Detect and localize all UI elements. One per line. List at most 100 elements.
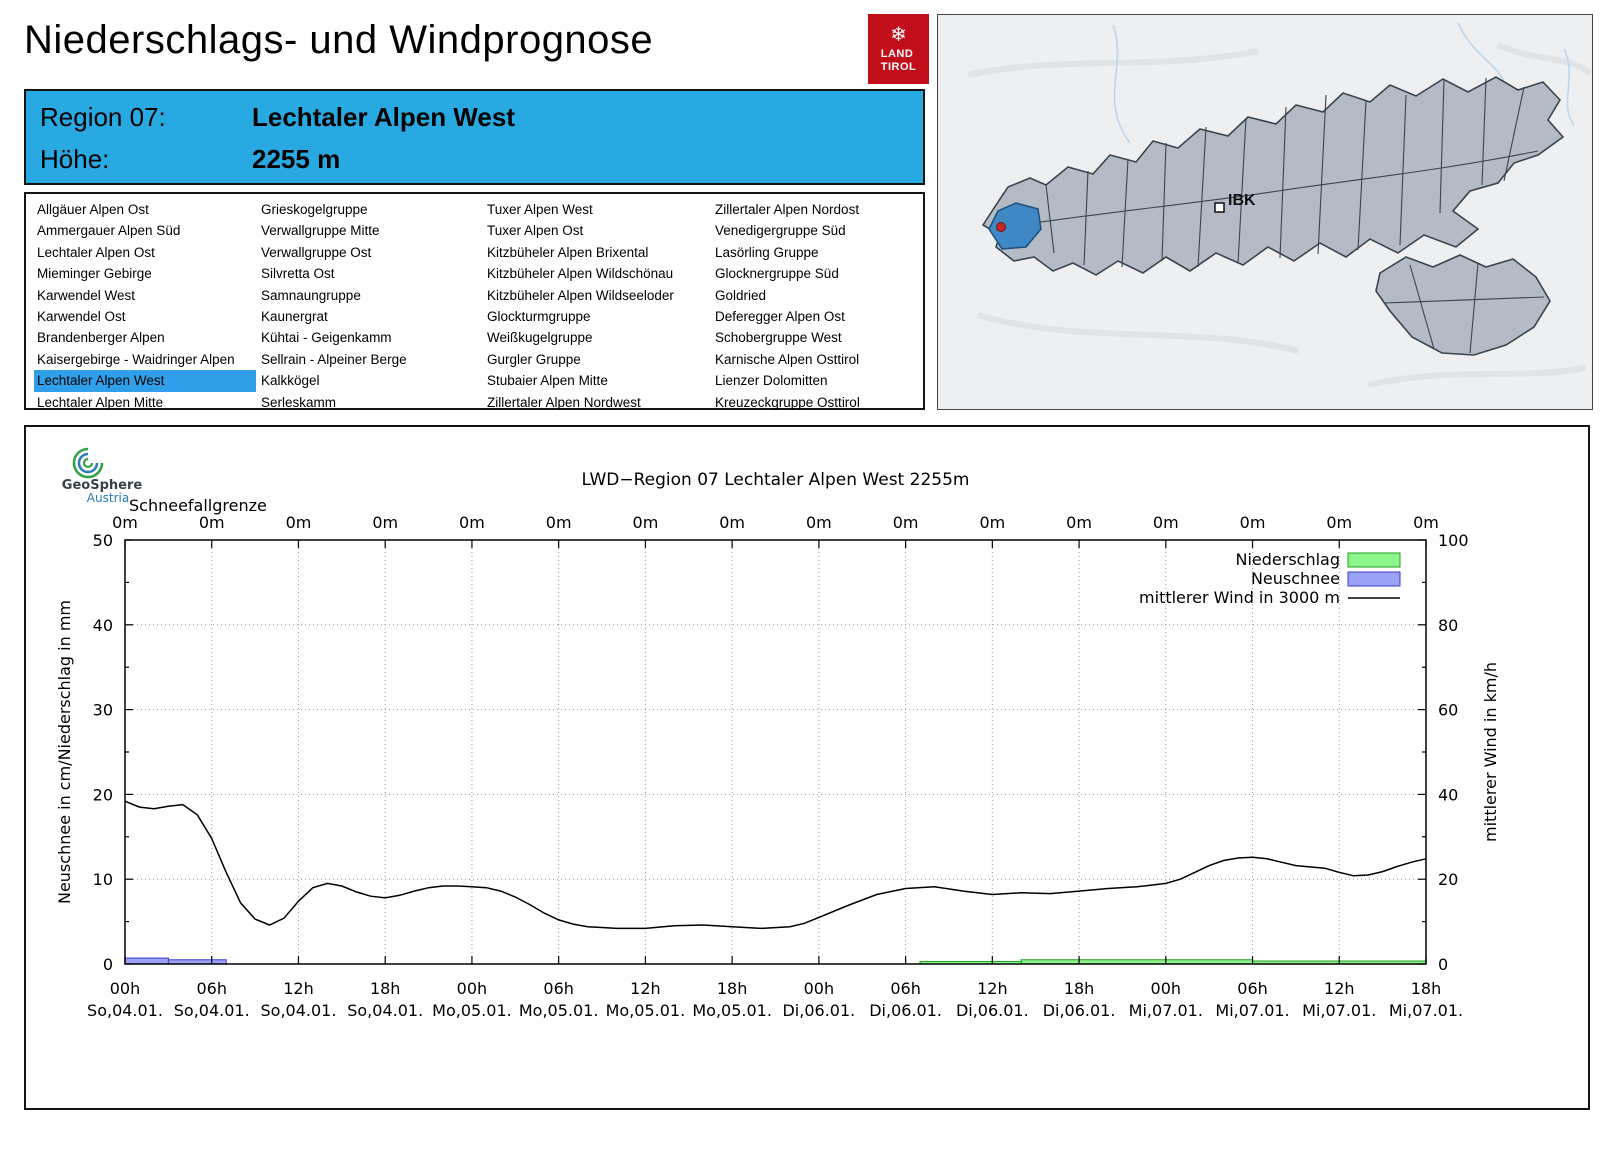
snowline-value: 0m — [112, 513, 138, 532]
y-tick-right: 0 — [1438, 955, 1448, 974]
region-list-item[interactable]: Zillertaler Alpen Nordost — [715, 202, 860, 217]
region-list-item[interactable]: Grieskogelgruppe — [261, 202, 368, 217]
y-tick-left: 20 — [93, 785, 113, 804]
x-tick-date: Di,06.01. — [956, 1001, 1029, 1020]
x-tick-hour: 06h — [890, 979, 921, 998]
region-list-item[interactable]: Lechtaler Alpen Ost — [37, 244, 155, 260]
region-list-item[interactable]: Mieminger Gebirge — [37, 266, 152, 282]
snowline-value: 0m — [199, 513, 225, 532]
region-list-item[interactable]: Karwendel Ost — [37, 308, 126, 324]
region-list-item[interactable]: Venedigergruppe Süd — [715, 223, 846, 239]
region-info-box: Region 07: Lechtaler Alpen West Höhe: 22… — [24, 89, 925, 185]
snowline-value: 0m — [1413, 513, 1439, 532]
legend-swatch — [1347, 571, 1401, 587]
snowline-value: 0m — [979, 513, 1005, 532]
region-list-item[interactable]: Kitzbüheler Alpen Brixental — [487, 244, 649, 260]
region-list-item[interactable]: Weißkugelgruppe — [487, 330, 593, 346]
altitude-label: Höhe: — [40, 144, 110, 174]
axis-ticks — [124, 539, 1427, 965]
logo-line-1: LAND — [880, 48, 914, 61]
north-tirol-subregion-borders — [1033, 77, 1539, 268]
snowline-value: 0m — [546, 513, 572, 532]
region-list-item[interactable]: Karnische Alpen Osttirol — [715, 351, 860, 367]
x-tick-hour: 12h — [283, 979, 314, 998]
region-label: Region 07: — [40, 102, 166, 132]
region-list-item[interactable]: Kühtai - Geigenkamm — [261, 330, 392, 346]
region-list-item[interactable]: Kitzbüheler Alpen Wildseeloder — [487, 287, 674, 303]
x-tick-hour: 06h — [196, 979, 227, 998]
geosphere-name: GeoSphere — [62, 478, 143, 493]
east-tirol-subregion-borders — [1383, 262, 1545, 354]
region-list-item[interactable]: Kitzbüheler Alpen Wildschönau — [487, 266, 674, 282]
region-list-item[interactable]: Lasörling Gruppe — [715, 244, 819, 260]
snowflake-icon: ❄ — [890, 24, 907, 47]
snowline-value: 0m — [1326, 513, 1352, 532]
tirol-map: IBK — [937, 14, 1593, 410]
region-list-item[interactable]: Lechtaler Alpen Mitte — [37, 394, 164, 410]
x-tick-date: So,04.01. — [87, 1001, 163, 1020]
region-list-column-4: Zillertaler Alpen Nordost Venedigergruppe… — [712, 199, 934, 413]
region-list-item[interactable]: Deferegger Alpen Ost — [715, 308, 845, 324]
altitude-value: 2255 m — [252, 144, 341, 174]
snowline-value: 0m — [806, 513, 832, 532]
region-list-item[interactable]: Lienzer Dolomitten — [715, 373, 828, 389]
x-tick-date: Mo,05.01. — [519, 1001, 599, 1020]
geosphere-sub: Austria — [87, 491, 129, 505]
x-tick-hour: 00h — [110, 979, 141, 998]
region-list-item[interactable]: Gurgler Gruppe — [487, 351, 581, 367]
region-list-item[interactable]: Goldried — [715, 287, 767, 303]
x-tick-hour: 06h — [543, 979, 574, 998]
x-tick-date: Di,06.01. — [782, 1001, 855, 1020]
region-list-item[interactable]: Sellrain - Alpeiner Berge — [261, 351, 407, 367]
forecast-chart-panel: LWD−Region 07 Lechtaler Alpen West 2255m… — [24, 425, 1590, 1110]
region-list-item[interactable]: Verwallgruppe Mitte — [261, 223, 380, 239]
page-title: Niederschlags- und Windprognose — [24, 18, 654, 62]
x-tick-hour: 00h — [804, 979, 835, 998]
y-tick-left: 0 — [103, 955, 113, 974]
region-list-item[interactable]: Schobergruppe West — [715, 330, 842, 346]
region-list-item[interactable]: Allgäuer Alpen Ost — [37, 202, 149, 217]
snowline-value: 0m — [1153, 513, 1179, 532]
region-list-item[interactable]: Kalkkögel — [261, 373, 320, 389]
region-list-item[interactable]: Kreuzeckgruppe Osttirol — [715, 394, 860, 410]
snowline-value: 0m — [459, 513, 485, 532]
region-list-item[interactable]: Tuxer Alpen Ost — [487, 223, 584, 239]
region-list-item[interactable]: Verwallgruppe Ost — [261, 244, 372, 260]
region-list-column-3: Tuxer Alpen West Tuxer Alpen Ost Kitzbühel… — [484, 199, 706, 413]
region-list-item[interactable]: Zillertaler Alpen Nordwest — [487, 394, 641, 410]
region-list-item[interactable]: Stubaier Alpen Mitte — [487, 373, 608, 389]
region-list-item[interactable]: Brandenberger Alpen — [37, 330, 165, 346]
region-list-item[interactable]: Kaisergebirge - Waidringer Alpen — [37, 351, 235, 367]
x-tick-date: So,04.01. — [261, 1001, 337, 1020]
highlighted-region — [988, 202, 1042, 250]
wind-line — [124, 800, 1427, 930]
region-list-item[interactable]: Samnaungruppe — [261, 287, 361, 303]
x-tick-date: Mi,07.01. — [1389, 1001, 1463, 1020]
region-list-item[interactable]: Serleskamm — [261, 394, 337, 410]
region-list-column-2: Grieskogelgruppe Verwallgruppe Mitte Verwa… — [258, 199, 480, 413]
x-tick-date: Mi,07.01. — [1215, 1001, 1289, 1020]
region-list-item[interactable]: Tuxer Alpen West — [487, 202, 593, 217]
region-list-item[interactable]: Lechtaler Alpen West — [34, 370, 256, 392]
north-tirol-region — [981, 76, 1565, 276]
region-list-item[interactable]: Glockturmgruppe — [487, 308, 591, 324]
region-list-item[interactable]: Glocknergruppe Süd — [715, 266, 839, 282]
x-tick-hour: 18h — [717, 979, 748, 998]
region-list-item[interactable]: Kaunergrat — [261, 308, 328, 324]
region-marker-dot — [996, 222, 1006, 232]
terrain-shading — [967, 42, 1592, 388]
region-list-item[interactable]: Silvretta Ost — [261, 266, 335, 282]
snowline-value: 0m — [633, 513, 659, 532]
x-tick-hour: 18h — [1064, 979, 1095, 998]
y-tick-right: 20 — [1438, 870, 1458, 889]
x-tick-hour: 18h — [1411, 979, 1442, 998]
legend-label: Niederschlag — [1235, 550, 1340, 569]
chart-grid — [125, 540, 1426, 964]
x-tick-date: Mo,05.01. — [606, 1001, 686, 1020]
region-list-item[interactable]: Karwendel West — [37, 287, 136, 303]
x-tick-date: So,04.01. — [347, 1001, 423, 1020]
y-tick-left: 40 — [93, 616, 113, 635]
region-list-item[interactable]: Ammergauer Alpen Süd — [37, 223, 181, 239]
